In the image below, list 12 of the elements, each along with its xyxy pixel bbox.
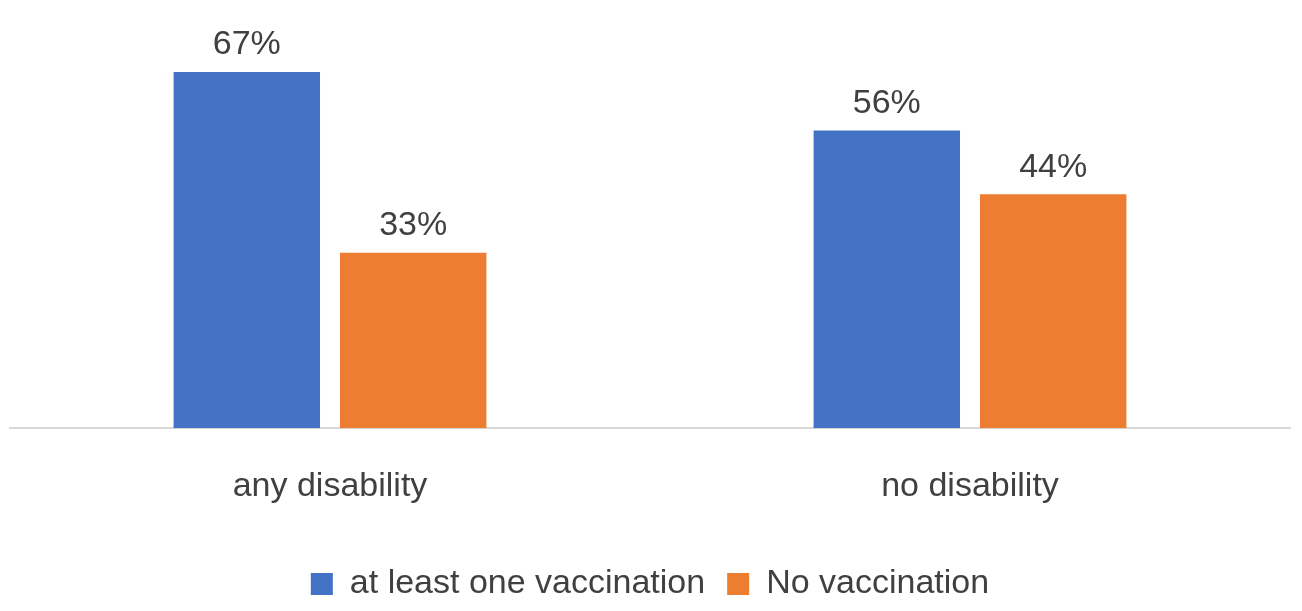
legend-label: at least one vaccination — [349, 562, 706, 601]
data-label: 67% — [212, 23, 281, 62]
bar — [339, 252, 487, 429]
x-tick-label: no disability — [881, 464, 1059, 503]
legend-label: No vaccination — [766, 562, 990, 601]
bar — [173, 71, 321, 429]
data-label: 56% — [852, 81, 921, 120]
x-tick-label: any disability — [232, 464, 428, 503]
data-label: 44% — [1019, 145, 1088, 184]
bar — [979, 194, 1127, 429]
bar — [813, 130, 961, 429]
data-label: 33% — [379, 204, 448, 243]
